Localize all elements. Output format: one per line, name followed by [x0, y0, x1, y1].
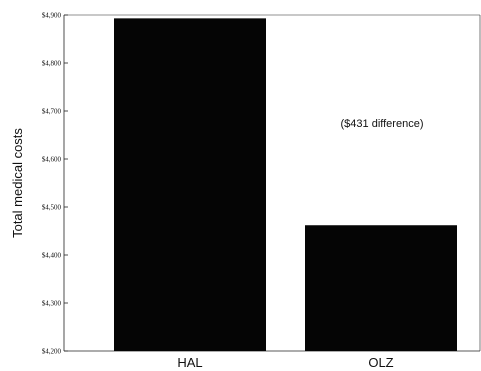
bars [114, 18, 457, 352]
y-tick-label: $4,200 [42, 348, 62, 356]
x-category-label: OLZ [368, 355, 393, 370]
difference-annotation: ($431 difference) [341, 118, 424, 130]
y-tick-label: $4,600 [42, 156, 62, 164]
bar-hal [114, 18, 266, 352]
y-tick-label: $4,900 [42, 12, 62, 20]
x-category-label: HAL [177, 355, 202, 370]
y-tick-label: $4,700 [42, 108, 62, 116]
category-labels: HAL OLZ [177, 355, 393, 370]
y-tick-label: $4,300 [42, 300, 62, 308]
y-axis-label: Total medical costs [10, 128, 25, 238]
bar-olz [305, 225, 457, 351]
y-tick-label: $4,400 [42, 252, 62, 260]
y-tick-label: $4,800 [42, 60, 62, 68]
y-tick-label: $4,500 [42, 204, 62, 212]
y-ticks: $4,200 $4,300 $4,400 $4,500 $4,600 $4,700 $4,8… [42, 12, 68, 356]
